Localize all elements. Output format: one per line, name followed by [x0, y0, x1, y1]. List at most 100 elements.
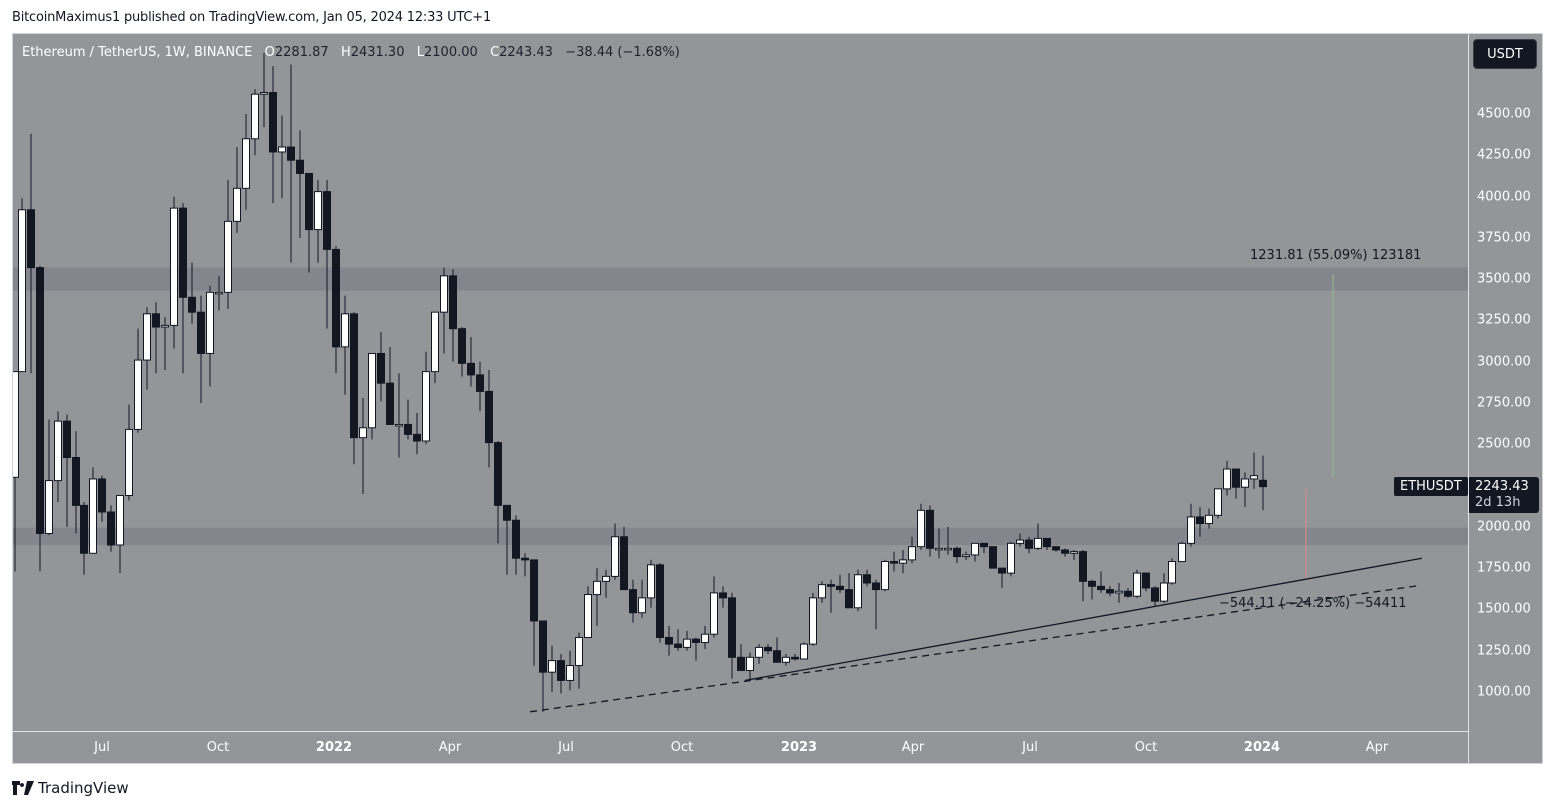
trendline-dashed [529, 584, 1421, 713]
price-tick-label: 3750.00 [1477, 230, 1531, 246]
candle-bull [431, 311, 439, 373]
candle-bull [818, 584, 826, 599]
candle-bear [413, 433, 421, 442]
price-tick-label: 3000.00 [1477, 354, 1531, 370]
candle-bear [1025, 539, 1033, 549]
open-value: 2281.87 [274, 45, 329, 60]
candle-bull [755, 646, 763, 658]
symbol-tag: ETHUSDT [1394, 477, 1468, 496]
chart-plot-area[interactable] [13, 34, 1468, 730]
time-tick-label: Oct [670, 740, 694, 755]
candle-bear [1142, 572, 1150, 589]
candle-bull [368, 352, 376, 429]
candle-bear [1196, 516, 1204, 525]
price-axis[interactable]: 4500.00 4250.00 4000.00 3750.00 3500.00 3250.… [1468, 34, 1543, 763]
candle-bull [881, 561, 889, 591]
candle-bull [800, 643, 808, 660]
candle-bull [746, 656, 754, 672]
candle-bull [134, 359, 142, 430]
candle-bear [296, 159, 304, 174]
candle-bull [13, 371, 19, 478]
price-tick-label: 1750.00 [1477, 560, 1531, 576]
candle-bull [1223, 468, 1231, 490]
price-tick-label: 3500.00 [1477, 271, 1531, 287]
tradingview-logo[interactable]: TradingView [12, 779, 129, 797]
candle-bear [980, 542, 988, 548]
candle-bear [27, 209, 35, 269]
candle-bear [629, 589, 637, 614]
time-tick-label: 2024 [1243, 740, 1281, 755]
candle-bear [1097, 585, 1105, 591]
change-value: −38.44 (−1.68%) [565, 45, 680, 60]
candle-bull [701, 633, 709, 643]
time-tick-label: Jul [558, 740, 574, 755]
price-tick-label: 1500.00 [1477, 601, 1531, 617]
candle-bear [476, 374, 484, 392]
candle-bear [620, 536, 628, 591]
candle-bear [890, 561, 898, 564]
candle-bull [1133, 572, 1141, 597]
time-tick-label: Oct [206, 740, 230, 755]
candle-bull [899, 559, 907, 564]
candle-bear [449, 275, 457, 330]
candle-bull [1250, 475, 1258, 480]
candle-bull [395, 423, 403, 427]
candle-bear [323, 191, 331, 250]
candle-bear [989, 546, 997, 569]
low-value: 2100.00 [424, 45, 478, 60]
candle-bull [215, 291, 223, 295]
price-tick-label: 2500.00 [1477, 436, 1531, 452]
measure-label-up[interactable]: 1231.81 (55.09%) 123181 [1250, 248, 1422, 263]
last-price: 2243.43 [1475, 479, 1529, 494]
candle-bear [1079, 551, 1087, 582]
time-tick-label: 2023 [780, 740, 818, 755]
price-tick-label: 2750.00 [1477, 395, 1531, 411]
candle-bear [188, 296, 196, 313]
time-axis[interactable]: Jul Oct 2022 Apr Jul Oct 2023 Apr Jul Oct 2024 Apr [13, 731, 1468, 764]
candle-bear [953, 547, 961, 558]
candle-bull [1214, 488, 1222, 516]
candle-bear [863, 574, 871, 584]
candle-bull [602, 575, 610, 582]
price-tick-label: 3250.00 [1477, 312, 1531, 328]
candle-bull [1168, 561, 1176, 584]
candle-bull [1187, 516, 1195, 544]
currency-button[interactable]: USDT [1473, 39, 1537, 69]
candle-bull [116, 494, 124, 546]
candle-bull [1007, 542, 1015, 574]
candle-bear [1232, 468, 1240, 488]
time-tick-label: Apr [901, 740, 925, 755]
price-tick-label: 2000.00 [1477, 519, 1531, 535]
tradingview-brand: TradingView [38, 779, 129, 797]
candle-bear [728, 597, 736, 658]
candle-bull [341, 313, 349, 348]
candle-bear [836, 585, 844, 591]
candle-bear [512, 519, 520, 559]
candle-bear [665, 636, 673, 645]
candle-bear [107, 511, 115, 546]
candle-bear [63, 420, 71, 458]
candle-bull [683, 638, 691, 648]
candle-bear [674, 643, 682, 648]
candle-bear [1259, 479, 1267, 488]
candle-bull [314, 191, 322, 231]
candle-bull [1016, 539, 1024, 544]
candle-bear [152, 313, 160, 328]
candle-bear [521, 557, 529, 561]
candle-bull [143, 313, 151, 361]
candle-bull [1205, 514, 1213, 525]
measure-label-down[interactable]: −544.11 (−24.25%) −54411 [1219, 596, 1407, 611]
open-label: O [264, 45, 275, 60]
candle-bear [557, 660, 565, 681]
price-tick-label: 1000.00 [1477, 684, 1531, 700]
candle-bear [350, 313, 358, 439]
candle-bear [1151, 587, 1159, 602]
candle-bear [305, 172, 313, 231]
candle-bull [1070, 551, 1078, 554]
candle-bear [80, 504, 88, 554]
candle-bear [377, 352, 385, 384]
candle-bear [332, 248, 340, 348]
symbol-description[interactable]: Ethereum / TetherUS, 1W, BINANCE [22, 45, 253, 60]
low-label: L [416, 45, 425, 60]
candle-bull [125, 428, 133, 496]
